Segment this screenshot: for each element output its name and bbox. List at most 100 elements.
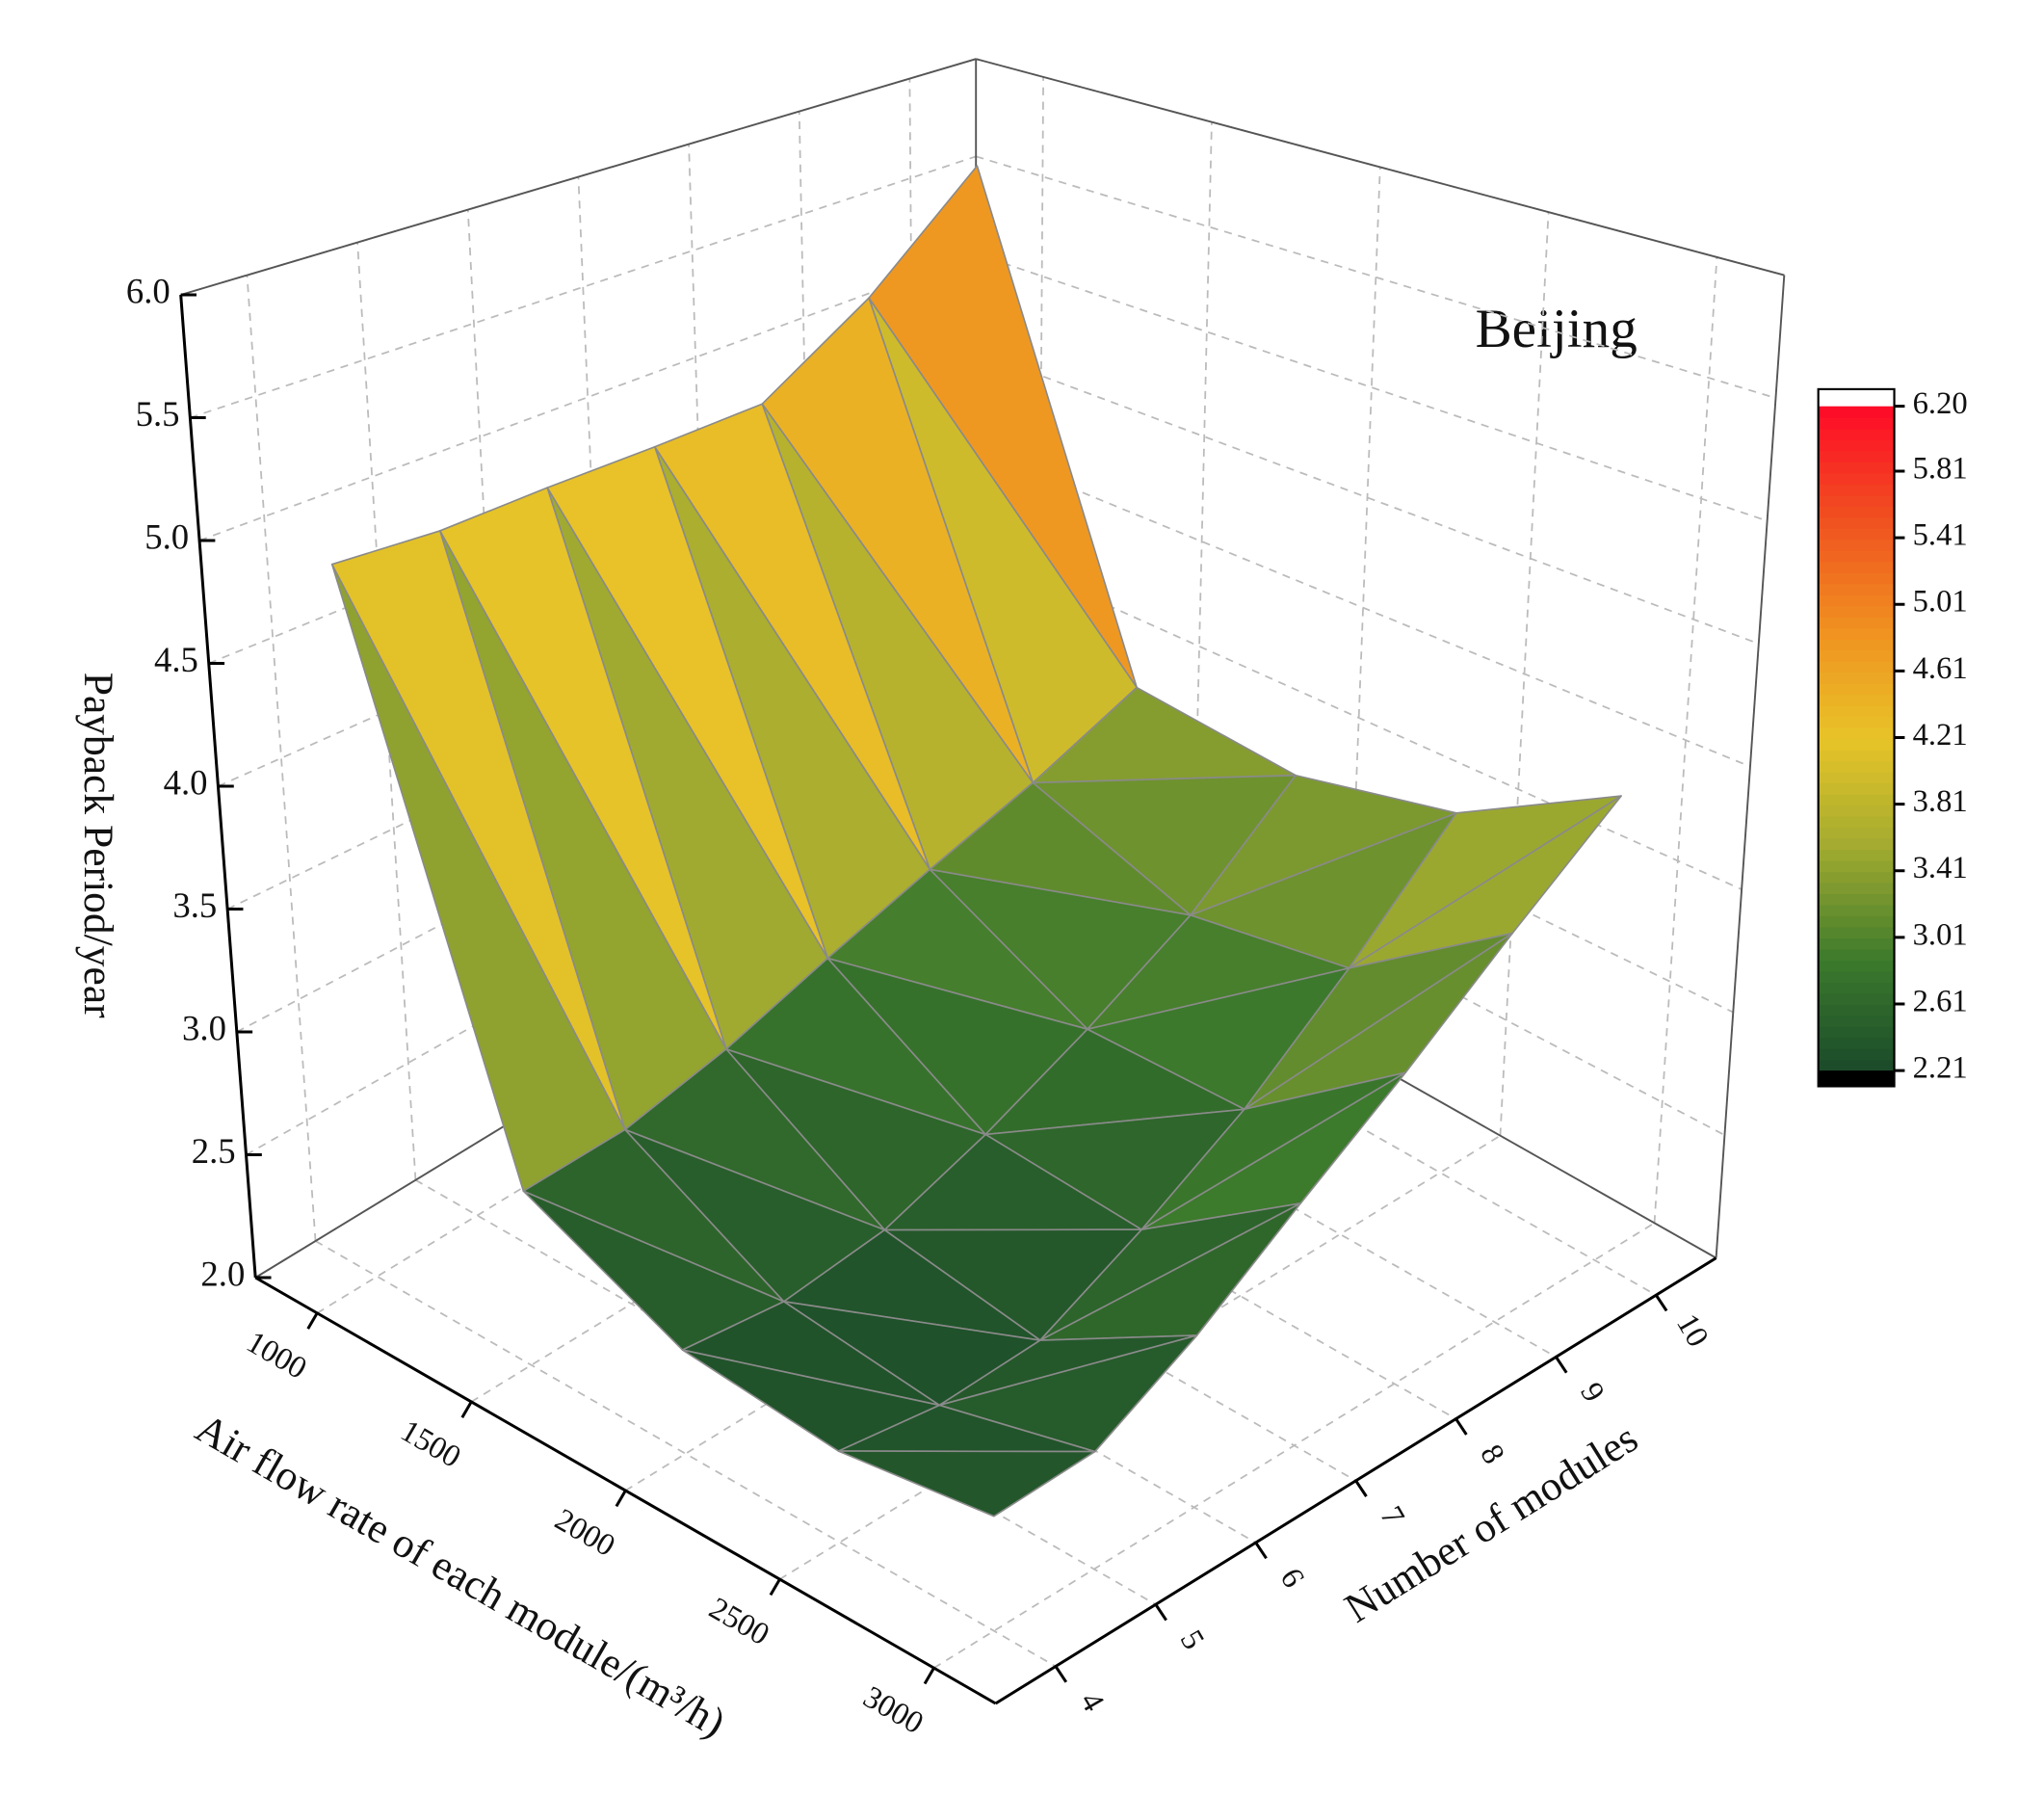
z-tick-label: 2.5 (192, 1131, 236, 1171)
colorbar-band (1818, 937, 1895, 950)
colorbar-tick-label: 3.41 (1913, 851, 1968, 885)
z-tick-label: 4.5 (154, 640, 198, 679)
colorbar-band (1818, 594, 1895, 607)
z-tick-label: 2.0 (200, 1254, 245, 1293)
colorbar-band (1818, 616, 1895, 629)
colorbar-band (1818, 439, 1895, 452)
colorbar-band (1818, 893, 1895, 906)
y-tick (1655, 1294, 1668, 1312)
colorbar-band (1818, 738, 1895, 751)
colorbar-band (1818, 638, 1895, 651)
colorbar-band (1818, 682, 1895, 696)
y-tick-label: 7 (1373, 1501, 1410, 1532)
colorbar-band (1818, 583, 1895, 595)
colorbar-band (1818, 1059, 1895, 1071)
colorbar-band (1818, 771, 1895, 784)
wall-grid-line (1191, 121, 1213, 962)
floor-grid-line (315, 1240, 1057, 1668)
y-tick-label: 4 (1073, 1686, 1111, 1717)
z-tick-label: 3.0 (182, 1008, 226, 1047)
wall-grid-line (688, 144, 717, 997)
colorbar-band (1818, 406, 1895, 418)
colorbar-band (1818, 948, 1895, 962)
wall-grid-line (975, 545, 1743, 890)
colorbar-tick-label: 5.81 (1913, 451, 1968, 486)
colorbar-band (1818, 462, 1895, 474)
colorbar-band (1818, 516, 1895, 529)
colorbar-band (1818, 539, 1895, 551)
colorbar-band (1818, 960, 1895, 972)
x-tick (923, 1667, 935, 1685)
colorbar-band (1818, 627, 1895, 640)
plot: Beijing Payback Period/year Air flow rat… (75, 58, 1968, 1747)
box-edge (180, 58, 977, 296)
y-tick-label: 6 (1273, 1563, 1311, 1594)
z-tick-label: 5.0 (144, 516, 189, 556)
colorbar-band (1818, 915, 1895, 928)
y-tick (1354, 1479, 1368, 1497)
colorbar-band (1818, 494, 1895, 507)
z-tick-label: 3.5 (172, 885, 217, 925)
colorbar-band (1818, 561, 1895, 573)
colorbar-band (1818, 782, 1895, 795)
colorbar-band (1818, 506, 1895, 518)
floor-grid-line (715, 996, 1456, 1420)
colorbar-band (1818, 672, 1895, 684)
colorbar-band (1818, 1004, 1895, 1016)
colorbar-band (1818, 716, 1895, 728)
colorbar-band (1818, 837, 1895, 851)
colorbar-band (1818, 605, 1895, 618)
colorbar-band (1818, 660, 1895, 673)
surface-facet (837, 1450, 1096, 1518)
colorbar-tick-label: 6.20 (1913, 386, 1968, 421)
colorbar-band (1818, 528, 1895, 541)
colorbar-band (1818, 749, 1895, 762)
y-tick-label: 5 (1173, 1624, 1211, 1655)
colorbar-band (1818, 805, 1895, 817)
colorbar-band (1818, 472, 1895, 485)
y-tick (1555, 1356, 1568, 1374)
y-tick-label: 9 (1573, 1377, 1611, 1408)
wall-grid-line (1653, 256, 1718, 1224)
colorbar-tick-label: 5.41 (1913, 518, 1968, 553)
y-tick (1054, 1665, 1068, 1683)
y-tick (1154, 1603, 1167, 1622)
x-axis-title: Air flow rate of each module/(m³/h) (188, 1405, 733, 1746)
colorbar-tick-label: 5.01 (1913, 585, 1968, 620)
colorbar-tick-label: 2.21 (1913, 1051, 1968, 1086)
wall-grid-line (975, 252, 1768, 522)
x-tick-label: 2500 (703, 1591, 775, 1652)
colorbar-band (1818, 827, 1895, 839)
colorbar-band (1818, 793, 1895, 806)
colorbar-band (1818, 694, 1895, 706)
floor-grid-line (414, 1178, 1157, 1606)
z-tick-label: 4.0 (164, 762, 208, 802)
x-tick-label: 2000 (549, 1502, 621, 1564)
x-tick (769, 1578, 781, 1597)
colorbar-over (1818, 388, 1895, 407)
floor-grid-line (514, 1118, 1257, 1544)
colorbar-band (1818, 926, 1895, 939)
x-tick (615, 1490, 627, 1508)
wall-grid-line (246, 275, 317, 1242)
colorbar-band (1818, 549, 1895, 563)
wall-grid-line (975, 350, 1760, 645)
colorbar-band (1818, 982, 1895, 994)
x-tick-label: 1500 (395, 1413, 467, 1475)
colorbar-band (1818, 970, 1895, 983)
y-tick (1254, 1542, 1268, 1560)
z-tick-label: 5.5 (136, 394, 180, 434)
chart-title: Beijing (1476, 299, 1638, 359)
floor-grid-line (615, 1057, 1357, 1482)
colorbar-band (1818, 484, 1895, 496)
y-tick-label: 8 (1473, 1439, 1510, 1469)
wall-grid-line (975, 447, 1751, 768)
colorbar-band (1818, 428, 1895, 440)
colorbar-band (1818, 859, 1895, 873)
colorbar-tick-label: 3.01 (1913, 917, 1968, 952)
colorbar-tick-label: 2.61 (1913, 984, 1968, 1018)
colorbar-band (1818, 760, 1895, 773)
colorbar-band (1818, 815, 1895, 829)
x-tick-label: 3000 (857, 1679, 930, 1741)
